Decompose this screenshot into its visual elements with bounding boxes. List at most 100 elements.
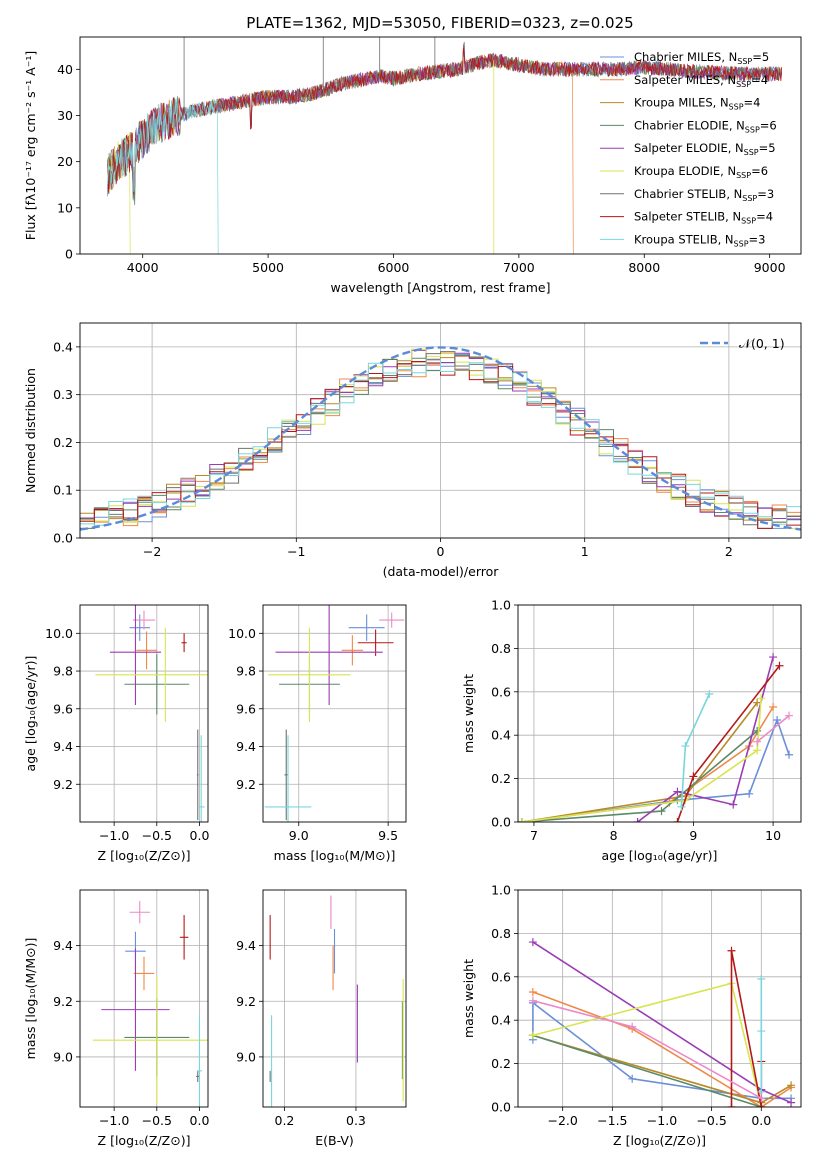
weight-marker <box>753 737 762 746</box>
y-tick-label: 1.0 <box>491 883 511 898</box>
x-tick-label: 0.3 <box>346 1113 366 1128</box>
y-tick-label: 20 <box>57 154 73 169</box>
y-tick-label: 9.8 <box>53 664 73 679</box>
plot-area <box>80 346 801 531</box>
x-tick-label: 6000 <box>378 260 410 275</box>
axes-frame <box>79 36 802 255</box>
weight-line <box>521 730 758 822</box>
plot-area <box>92 901 208 1107</box>
y-tick-label: 0.8 <box>491 926 511 941</box>
x-tick-label: 0.0 <box>751 1113 771 1128</box>
y-tick-label: 9.6 <box>236 701 256 716</box>
weight-marker <box>689 772 698 781</box>
weight-line <box>532 1034 762 1107</box>
legend-label: Chabrier ELODIE, NSSP=6 <box>634 118 777 134</box>
weight-marker <box>657 807 666 816</box>
weight-marker <box>705 689 714 698</box>
x-tick-label: 1 <box>581 544 589 559</box>
weight-line <box>532 991 792 1107</box>
weight-marker <box>673 787 682 796</box>
y-tick-label: 0.0 <box>491 815 511 830</box>
x-axis-label: mass [log₁₀(M/M⊙)] <box>274 848 396 863</box>
y-axis-label: mass weight <box>461 674 476 753</box>
y-tick-label: 0.4 <box>491 728 511 743</box>
x-tick-label: −1 <box>287 544 305 559</box>
histogram-step <box>80 358 801 526</box>
weight-line <box>637 656 774 822</box>
x-tick-label: 7000 <box>503 260 535 275</box>
x-axis-label: (data-model)/error <box>383 564 500 579</box>
y-axis-label: Flux [fλ10⁻¹⁷ erg cm⁻² s⁻¹ A⁻¹] <box>23 51 38 240</box>
y-tick-label: 0.3 <box>53 387 73 402</box>
axes-frame <box>79 889 209 1108</box>
legend-label: Chabrier STELIB, NSSP=3 <box>634 187 774 203</box>
panel-mass_vs_EBV: 0.2 0.3 9.0 9.2 9.4 E(B-V) <box>236 889 407 1148</box>
x-tick-label: 0.0 <box>190 828 210 843</box>
y-tick-label: 40 <box>57 62 73 77</box>
weight-marker <box>785 750 794 759</box>
normal-curve <box>80 346 801 531</box>
histogram-step <box>80 348 801 529</box>
y-tick-label: 9.2 <box>53 994 73 1009</box>
x-tick-label: 0 <box>437 544 445 559</box>
weight-marker <box>753 746 762 755</box>
x-axis-label: Z [log₁₀(Z/Z⊙)] <box>98 1133 191 1148</box>
weight-marker <box>528 987 537 996</box>
weight-marker <box>753 698 762 707</box>
y-tick-label: 0.1 <box>53 483 73 498</box>
y-axis-label: mass weight <box>461 959 476 1038</box>
x-axis-label: Z [log₁₀(Z/Z⊙)] <box>613 1133 706 1148</box>
legend-label: Salpeter MILES, NSSP=4 <box>634 73 768 89</box>
weight-marker <box>769 653 778 662</box>
panel-residuals: −2 −1 0 1 2 0.0 0.1 0.2 0.3 0.4 (data-model)/error… <box>23 322 802 579</box>
y-tick-label: 10.0 <box>228 626 256 641</box>
weight-marker <box>677 802 686 811</box>
weight-marker <box>753 726 762 735</box>
weight-marker <box>757 694 766 703</box>
y-tick-label: 30 <box>57 108 73 123</box>
x-tick-label: 9 <box>689 828 697 843</box>
weight-marker <box>785 711 794 720</box>
panel-mass_vs_Z: −1.0 −0.5 0.0 9.0 9.2 9.4 Z [log₁₀(Z/Z⊙)] mass … <box>23 889 209 1148</box>
plot-area <box>107 37 783 254</box>
y-tick-label: 9.4 <box>236 739 256 754</box>
axes-frame <box>79 604 209 823</box>
weight-marker <box>628 1022 637 1031</box>
x-tick-label: 7 <box>530 828 538 843</box>
weight-marker <box>729 800 738 809</box>
y-tick-label: 0.0 <box>491 1100 511 1115</box>
x-tick-label: 9000 <box>754 260 786 275</box>
weight-marker <box>787 1098 796 1107</box>
y-tick-label: 0.6 <box>491 969 511 984</box>
x-tick-label: −1.5 <box>597 1113 627 1128</box>
x-axis-label: E(B-V) <box>315 1133 354 1148</box>
weight-marker <box>528 1031 537 1040</box>
weight-marker <box>757 1094 766 1103</box>
weight-marker <box>528 996 537 1005</box>
y-tick-label: 9.0 <box>236 1049 256 1064</box>
weight-line <box>756 715 790 743</box>
weight-marker <box>727 946 736 955</box>
y-axis-label: mass [log₁₀(M/M⊙)] <box>23 938 38 1060</box>
x-axis-label: Z [log₁₀(Z/Z⊙)] <box>98 848 191 863</box>
y-tick-label: 0 <box>65 247 73 262</box>
legend-label: Chabrier MILES, NSSP=5 <box>634 50 769 66</box>
x-tick-label: −2.0 <box>548 1113 578 1128</box>
panel-weights_vs_Z: −2.0 −1.5 −1.0 −0.5 0.0 0.0 0.2 0.4 0.6 0.8 1.0 Z [… <box>461 883 802 1148</box>
figure-title: PLATE=1362, MJD=53050, FIBERID=0323, z=0… <box>246 14 633 32</box>
weight-marker <box>727 1103 736 1107</box>
x-tick-label: 8 <box>610 828 618 843</box>
weight-marker <box>681 742 690 751</box>
x-tick-label: −0.5 <box>142 828 172 843</box>
x-axis-label: wavelength [Angstrom, rest frame] <box>330 280 550 295</box>
axes-frame <box>262 889 407 1108</box>
y-tick-label: 0.6 <box>491 684 511 699</box>
y-tick-label: 10.0 <box>45 626 73 641</box>
panel-spectrum: 4000 5000 6000 7000 8000 9000 0 10 20 30 40 wavelen… <box>23 36 802 295</box>
x-tick-label: 4000 <box>127 260 159 275</box>
weight-marker <box>628 1074 637 1083</box>
y-tick-label: 0.8 <box>491 641 511 656</box>
y-tick-label: 0.4 <box>491 1013 511 1028</box>
plot-area <box>264 605 405 822</box>
x-tick-label: 2 <box>725 544 733 559</box>
